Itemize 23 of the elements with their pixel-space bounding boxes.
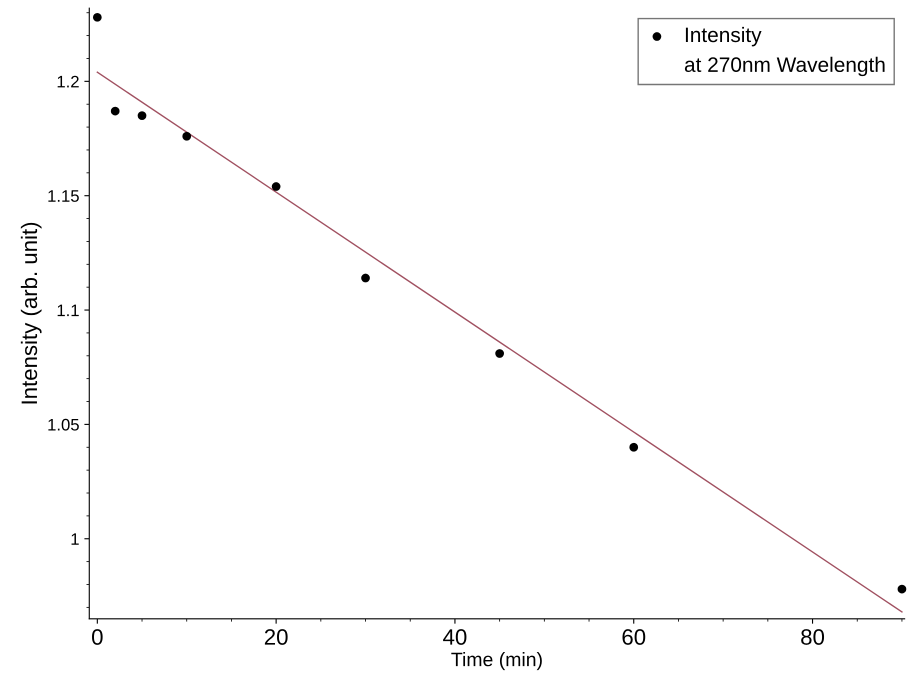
y-axis-title: Intensity (arb. unit) [20, 222, 42, 404]
annotation: at 270nm Wavelength [684, 56, 885, 76]
y-tick-label: 1.2 [58, 76, 79, 88]
point [110, 106, 120, 116]
y-tick-label: 1.15 [48, 190, 79, 202]
point [361, 274, 370, 282]
y-tick-label: 1.1 [58, 304, 79, 316]
point [898, 584, 906, 594]
x-tick-label: 20 [264, 629, 288, 645]
x-tick-label: 0 [92, 629, 103, 645]
point [629, 442, 638, 452]
x-tick-label: 80 [801, 629, 824, 645]
point [495, 349, 504, 358]
legend-label: Intensity [686, 26, 762, 46]
point [138, 111, 146, 120]
point [92, 12, 102, 22]
y-tick-label: 1.05 [48, 418, 79, 431]
point [182, 132, 192, 141]
y-tick-label: 1 [72, 533, 79, 545]
x-axis-title: Time (min) [451, 652, 542, 670]
point [272, 182, 280, 191]
x-tick-label: 40 [443, 629, 466, 645]
x-tick-label: 60 [622, 629, 646, 645]
